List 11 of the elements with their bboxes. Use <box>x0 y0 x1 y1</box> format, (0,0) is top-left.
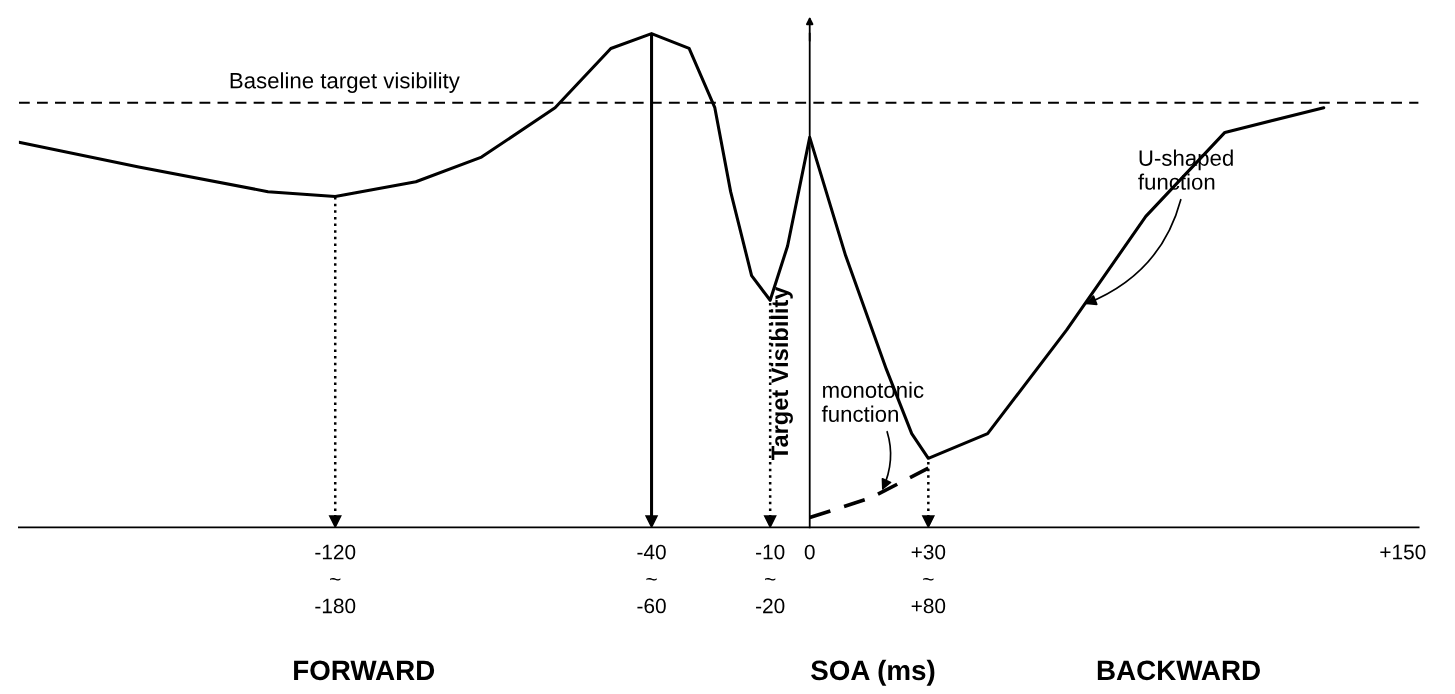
x-tick-label: -40 ~ -60 <box>637 544 666 614</box>
text: FORWARD <box>294 660 435 681</box>
x-axis-title: SOA (ms) <box>811 659 935 686</box>
x-tick-label: +150 <box>1380 544 1426 560</box>
text: BACKWARD <box>1097 660 1260 681</box>
y-axis-title: Target Visibility <box>770 286 793 460</box>
x-tick-label: -10 ~ -20 <box>756 544 785 614</box>
x-tick-label: -120 ~ -180 <box>315 544 356 614</box>
x-tick-label: +30 ~ +80 <box>911 544 946 614</box>
ref-line-label: Baseline target visibility <box>230 72 460 93</box>
x-tick-label: 0 <box>804 544 815 560</box>
